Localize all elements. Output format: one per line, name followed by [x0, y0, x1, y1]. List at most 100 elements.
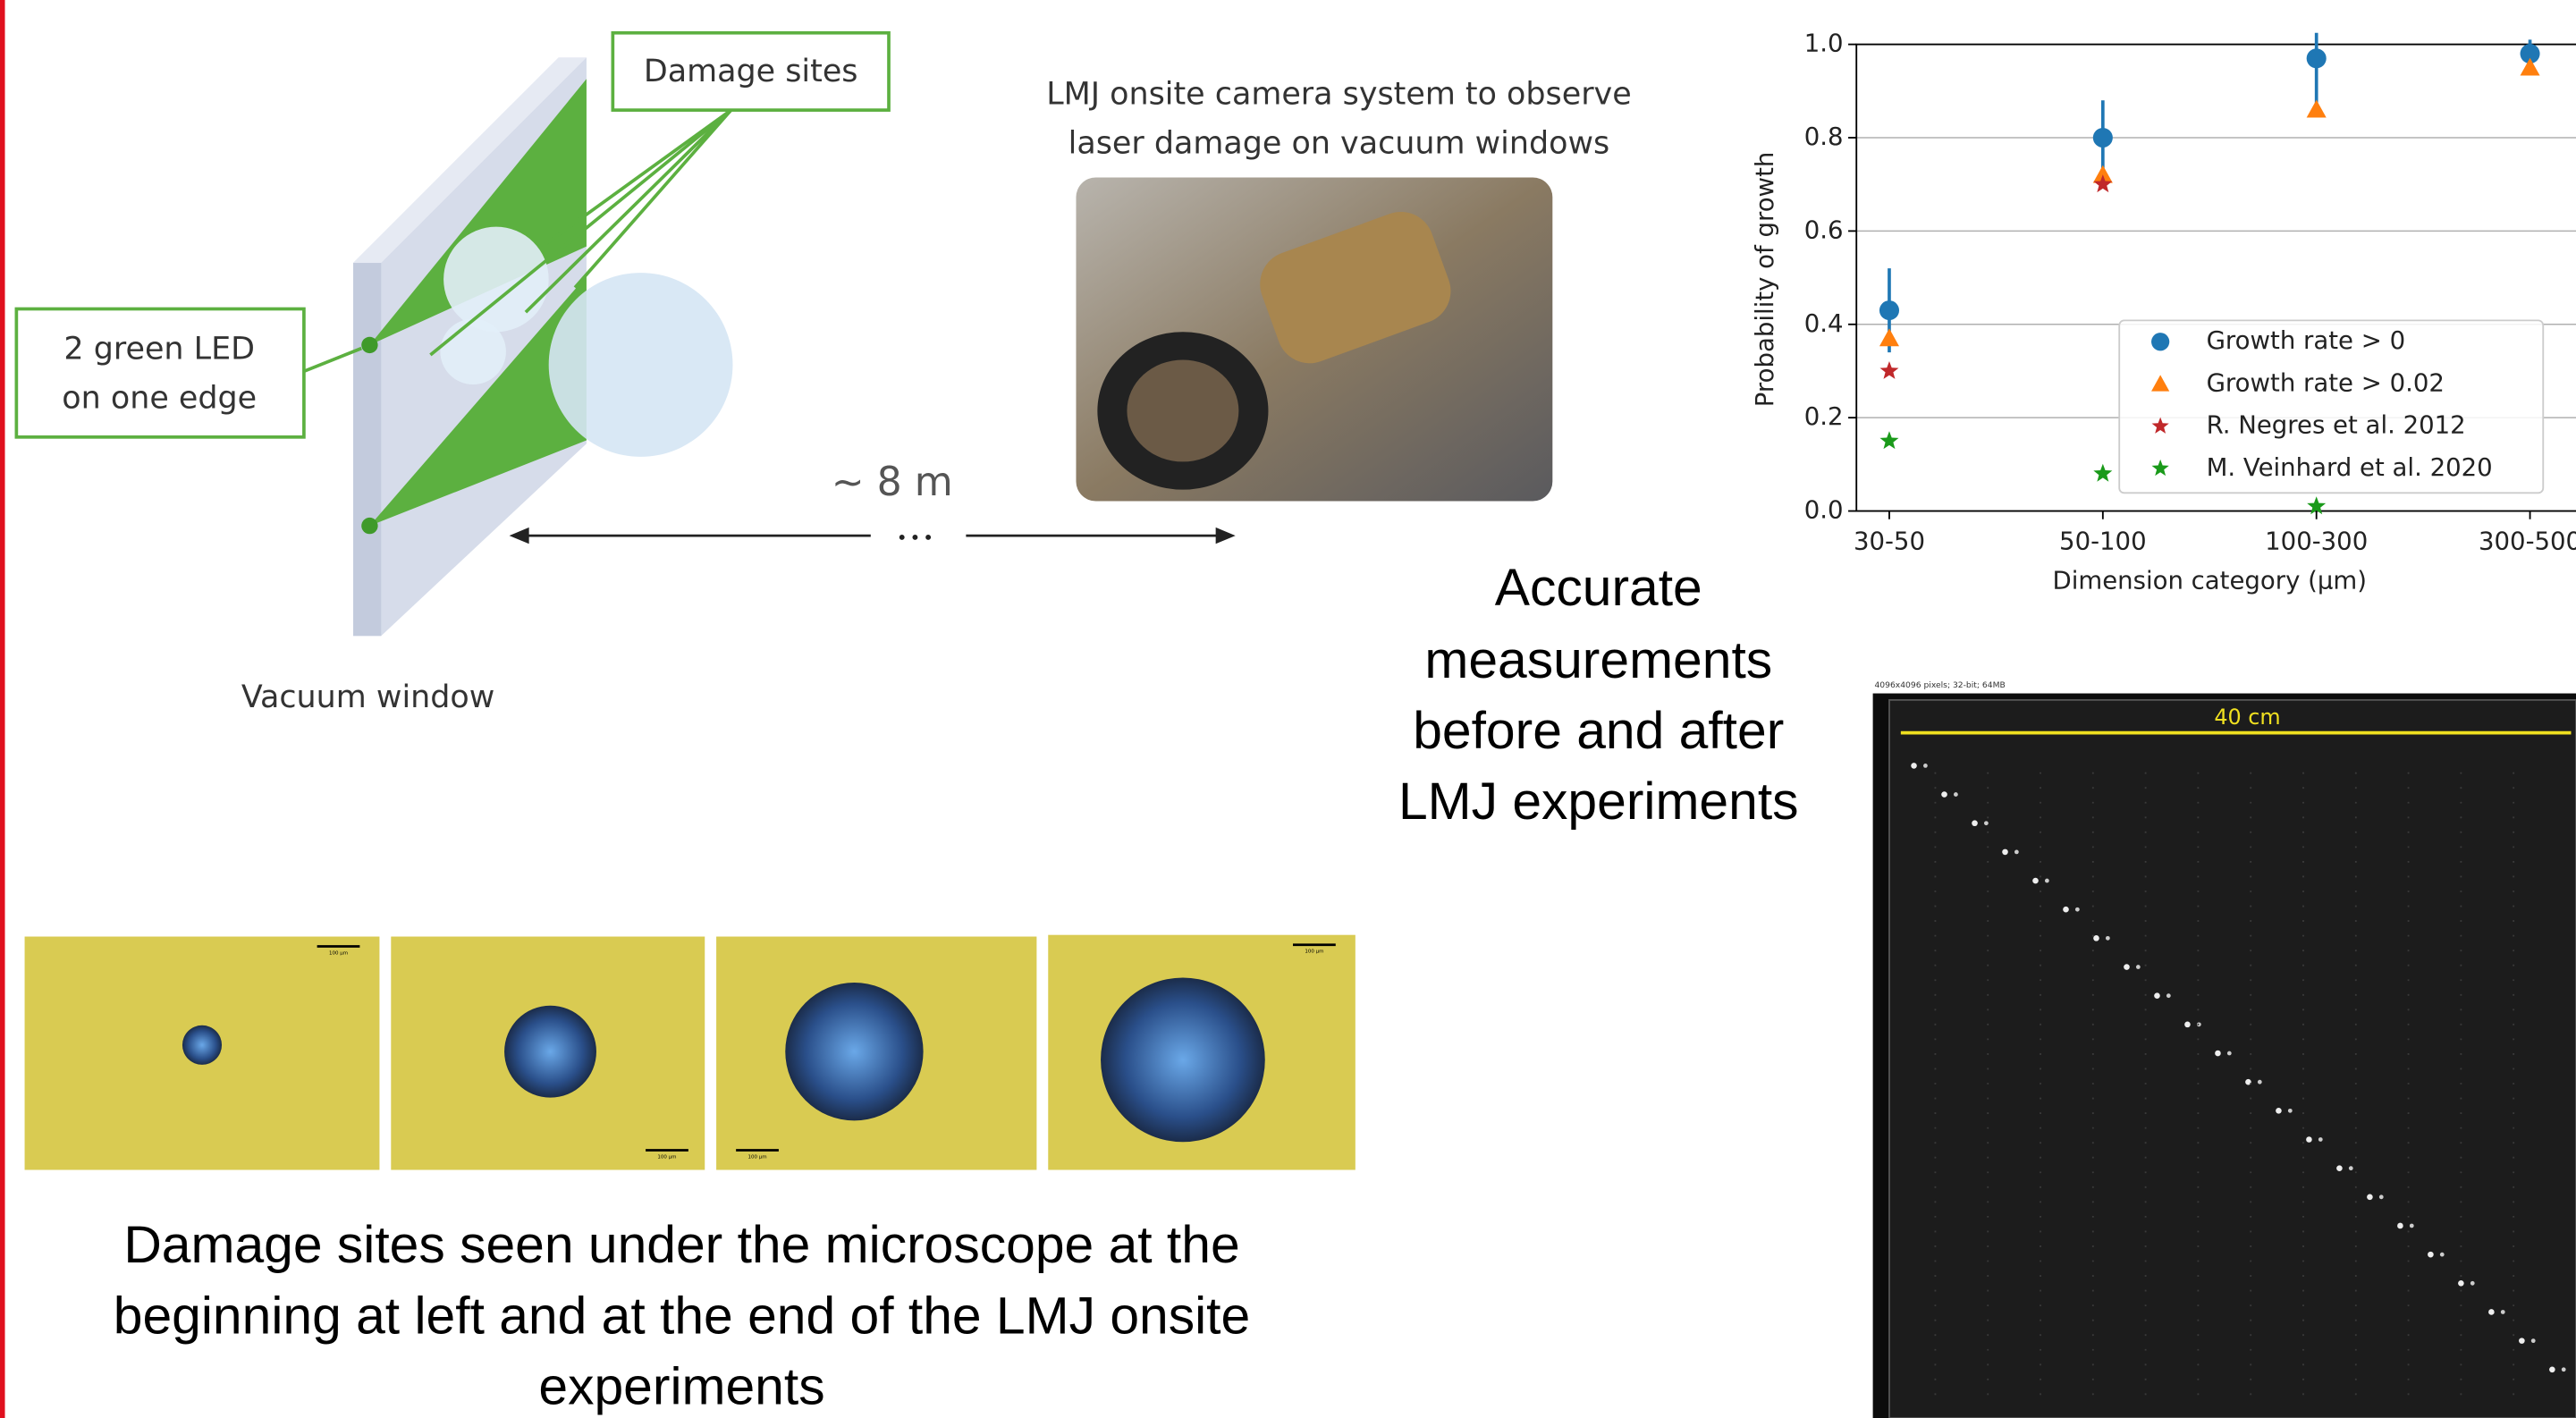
damage-spot	[2166, 993, 2171, 998]
damage-spot	[2410, 1224, 2414, 1228]
slide: Damage sites 2 green LED on one edge Vac…	[0, 0, 2576, 1418]
led	[361, 337, 377, 353]
point	[2093, 464, 2112, 482]
point	[1879, 300, 1899, 320]
damage-spot	[2379, 1194, 2384, 1199]
damage-spot	[2306, 1136, 2312, 1143]
damage-spot	[2063, 907, 2069, 913]
legend-label: Growth rate > 0	[2207, 326, 2406, 355]
point	[2093, 128, 2113, 148]
damage-spot	[2136, 965, 2141, 969]
note: Accurate	[1495, 559, 1702, 617]
legend-label: M. Veinhard et al. 2020	[2207, 453, 2493, 482]
window-edge	[353, 263, 381, 636]
point	[2307, 48, 2327, 68]
damage-spot	[2045, 879, 2049, 883]
window-diagram: Damage sites 2 green LED on one edge Vac…	[16, 33, 1235, 715]
damage-spot	[2470, 1281, 2475, 1286]
x-tick-label: 100-300	[2265, 527, 2368, 555]
x-tick-label: 300-500	[2479, 527, 2576, 555]
legend-marker	[2151, 333, 2169, 350]
damage-spot	[2458, 1280, 2464, 1287]
damage-spot	[2093, 935, 2099, 941]
damage-site	[182, 1026, 222, 1065]
note: measurements	[1424, 631, 1772, 689]
scale-bar-label: 100 µm	[1305, 950, 1323, 955]
note: before and after	[1413, 702, 1784, 760]
camera-caption: laser damage on vacuum windows	[1068, 126, 1610, 162]
point	[1879, 431, 1898, 449]
legend: Growth rate > 0 Growth rate > 0.02 R. Negr…	[2119, 320, 2543, 493]
damage-circle	[440, 319, 505, 385]
damage-spot	[2367, 1194, 2373, 1201]
microscope-caption: experiments	[538, 1357, 824, 1415]
distance-arrow	[510, 528, 1236, 544]
x-tick-label: 50-100	[2059, 527, 2147, 555]
damage-site	[1101, 977, 1265, 1142]
damage-spot	[2318, 1137, 2323, 1142]
damage-sites-label: Damage sites	[644, 54, 858, 89]
damage-circle	[443, 227, 549, 333]
damage-spot	[1923, 764, 1928, 768]
window-label: Vacuum window	[241, 679, 495, 715]
damage-spot	[2549, 1366, 2555, 1372]
damage-spot	[2428, 1252, 2434, 1258]
label-box	[16, 309, 304, 437]
damage-spot	[2562, 1367, 2566, 1372]
damage-spot	[2501, 1310, 2505, 1314]
point	[1879, 328, 1899, 346]
damage-spot	[2154, 992, 2160, 999]
scale-label: 40 cm	[2214, 705, 2280, 730]
damage-spot	[1911, 763, 1917, 769]
damage-spot	[2519, 1338, 2525, 1344]
y-axis-label: Probability of growth	[1751, 152, 1779, 408]
page: Damage sites 2 green LED on one edge Vac…	[0, 0, 2576, 1418]
y-tick-label: 1.0	[1804, 30, 1844, 58]
distance-label: ~ 8 m	[832, 460, 953, 505]
y-tick-label: 0.4	[1804, 309, 1844, 338]
y-tick-label: 0.2	[1804, 402, 1844, 431]
damage-spot	[2258, 1080, 2262, 1085]
damage-site	[504, 1006, 596, 1098]
scale-bar-label: 100 µm	[657, 1154, 676, 1160]
camera-caption: LMJ onsite camera system to observe	[1046, 77, 1631, 113]
damage-spot	[2002, 849, 2008, 856]
damage-spot	[1954, 792, 1958, 797]
scale-bar-label: 100 µm	[329, 950, 348, 956]
red-edge	[0, 0, 5, 1418]
microscope-caption: Damage sites seen under the microscope a…	[123, 1216, 1239, 1274]
camera-photo	[1076, 177, 1552, 501]
x-axis-label: Dimension category (μm)	[2053, 567, 2368, 595]
note: LMJ experiments	[1398, 772, 1799, 831]
point	[2307, 100, 2327, 118]
damage-spot	[2032, 878, 2039, 884]
damage-spot	[2531, 1338, 2536, 1343]
y-tick-label: 0.8	[1804, 122, 1844, 151]
damage-spot	[2014, 849, 2019, 854]
led	[361, 518, 377, 534]
legend-label: R. Negres et al. 2012	[2207, 411, 2466, 440]
damage-spot	[2488, 1309, 2495, 1315]
damage-spot	[2440, 1253, 2445, 1257]
damage-spot	[2288, 1109, 2293, 1113]
led-label: on one edge	[62, 381, 257, 417]
damage-spot	[2276, 1108, 2282, 1114]
damage-spot	[2184, 1022, 2191, 1028]
microscope-caption: beginning at left and at the end of the …	[114, 1287, 1250, 1345]
legend-label: Growth rate > 0.02	[2207, 368, 2445, 397]
damage-spot	[2075, 907, 2080, 912]
led-label: 2 green LED	[63, 331, 255, 367]
damage-spot	[2124, 964, 2130, 970]
damage-spot	[2336, 1165, 2343, 1171]
damage-spot	[1941, 791, 1947, 798]
damage-spot	[2215, 1051, 2221, 1057]
damage-circle	[549, 273, 733, 457]
damage-spot	[2106, 936, 2110, 941]
damage-spot	[2349, 1166, 2353, 1170]
damage-site	[785, 983, 923, 1120]
y-tick-label: 0.0	[1804, 496, 1844, 525]
point	[1879, 361, 1898, 379]
window-image	[1873, 694, 2576, 1418]
